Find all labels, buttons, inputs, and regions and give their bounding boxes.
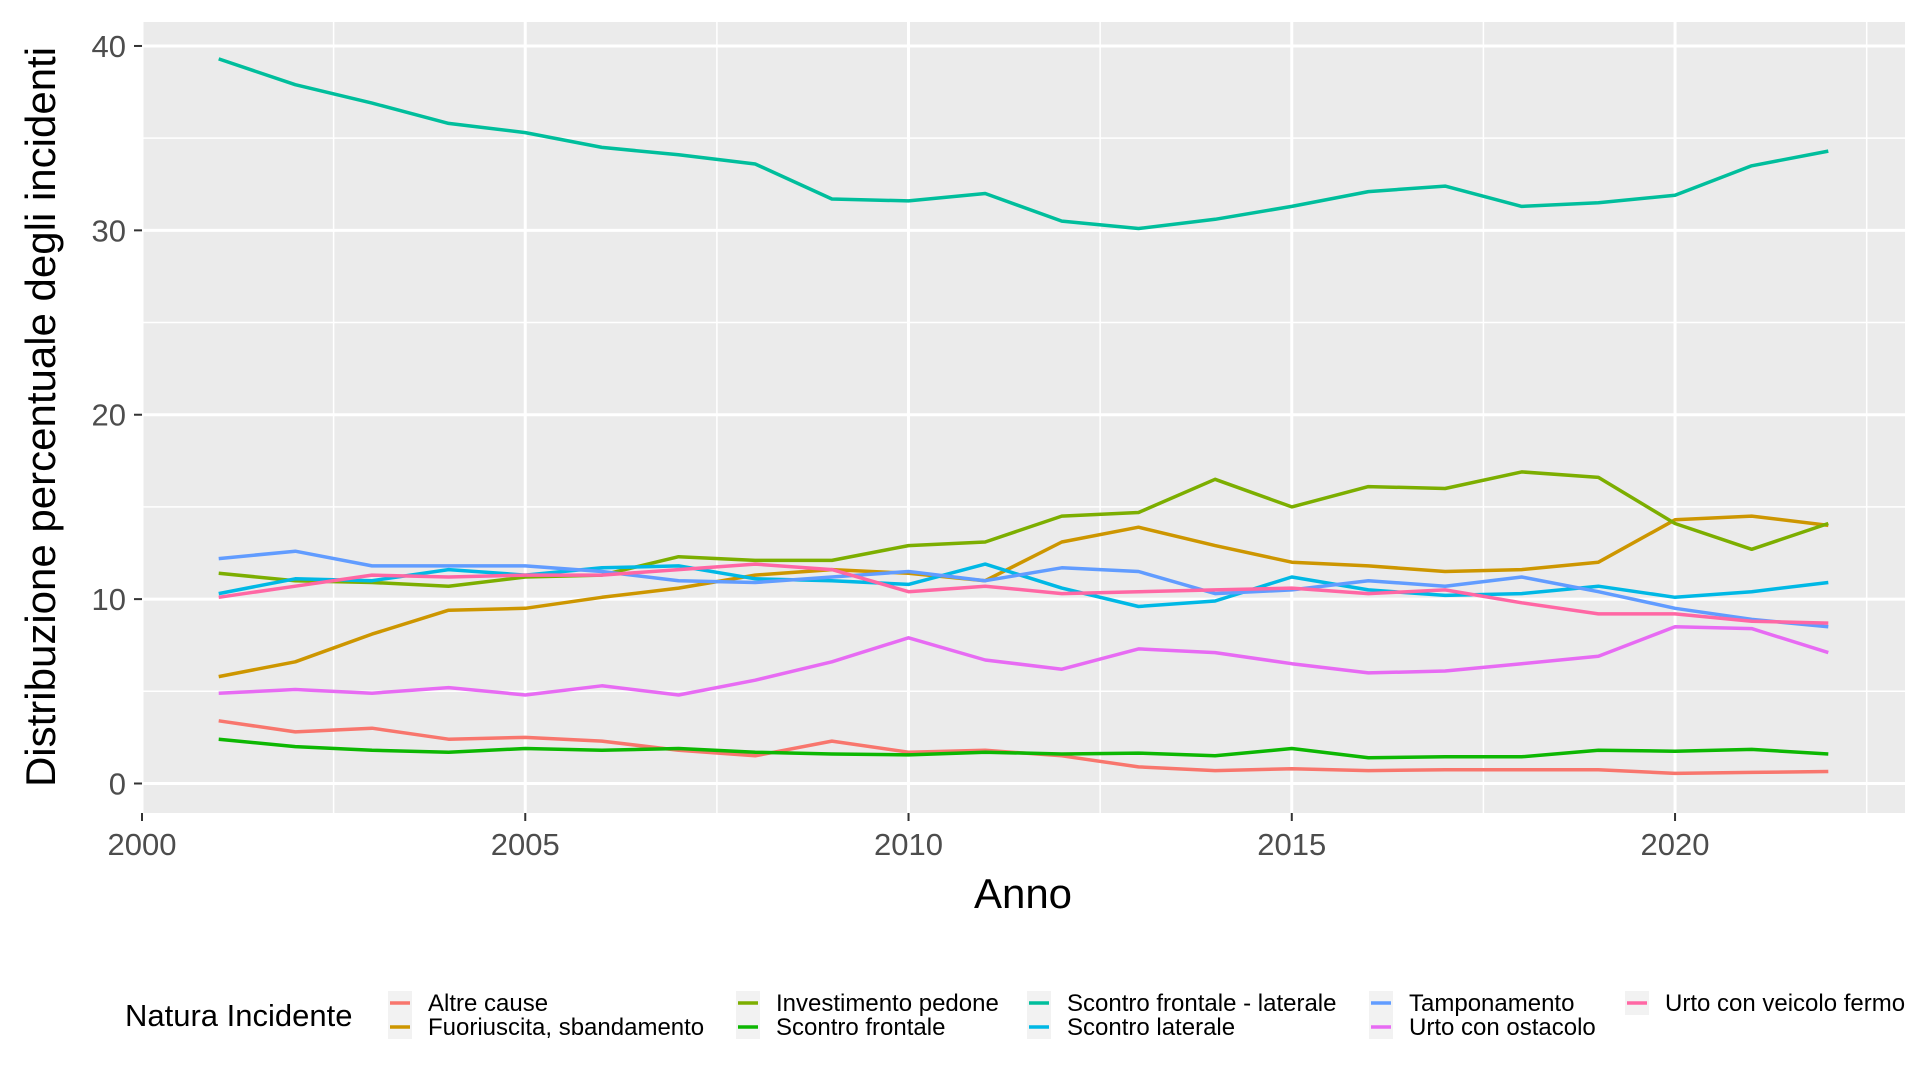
legend-label: Scontro frontale [776, 1014, 945, 1041]
y-tick-label: 0 [109, 766, 126, 801]
x-tick-label: 2005 [491, 827, 560, 862]
series-lines [218, 57, 1829, 776]
series-line [218, 470, 1829, 588]
legend-label: Investimento pedone [776, 990, 999, 1017]
legend-label: Tamponamento [1409, 990, 1574, 1017]
y-tick-label: 40 [92, 29, 126, 64]
x-tick-label: 2020 [1641, 827, 1710, 862]
series-line [218, 625, 1829, 697]
series-line [218, 514, 1829, 679]
x-tick-label: 2010 [874, 827, 943, 862]
x-tick-label: 2015 [1257, 827, 1326, 862]
plot-panel [142, 22, 1905, 813]
series-line [218, 562, 1829, 609]
legend-title: Natura Incidente [125, 998, 352, 1033]
series-line [218, 737, 1829, 760]
series-line [218, 562, 1829, 625]
axis-ticks [134, 44, 1677, 821]
minor-gridlines [142, 22, 1905, 813]
legend-label: Urto con veicolo fermo [1665, 990, 1905, 1017]
legend-label: Fuoriuscita, sbandamento [428, 1014, 704, 1041]
x-axis-title: Anno [974, 870, 1072, 917]
legend-label: Altre cause [428, 990, 548, 1017]
series-line [218, 549, 1829, 629]
y-tick-label: 20 [92, 398, 126, 433]
x-tick-label: 2000 [108, 827, 177, 862]
y-tick-label: 10 [92, 582, 126, 617]
legend-label: Scontro laterale [1067, 1014, 1235, 1041]
y-tick-labels: 0 10 20 30 40 [92, 29, 126, 802]
y-axis-title: Distribuzione percentuale degli incident… [17, 47, 64, 787]
y-tick-label: 30 [92, 213, 126, 248]
legend: Natura Incidente Altre causeFuoriuscita,… [125, 990, 1905, 1041]
x-tick-labels: 2000 2005 2010 2015 2020 [108, 827, 1710, 862]
series-line [218, 57, 1829, 231]
legend-label: Scontro frontale - laterale [1067, 990, 1336, 1017]
legend-label: Urto con ostacolo [1409, 1014, 1596, 1041]
major-gridlines [140, 22, 1905, 813]
